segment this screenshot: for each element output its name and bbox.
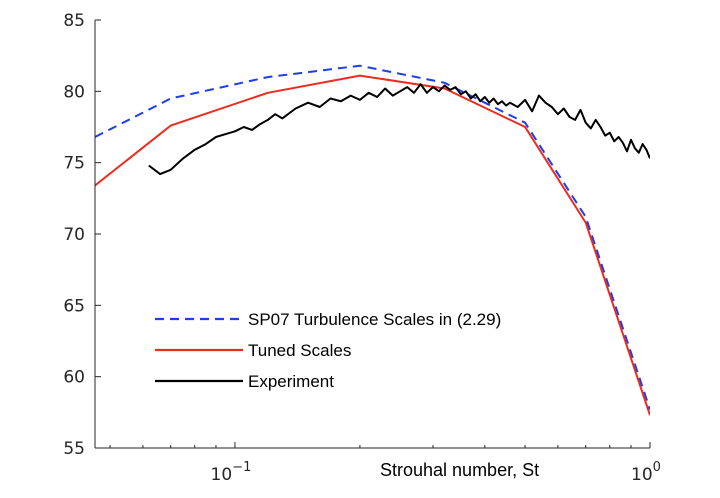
x-axis-label: Strouhal number, St [380, 460, 539, 480]
series-line-1 [95, 64, 650, 410]
legend: SP07 Turbulence Scales in (2.29) Tuned Sc… [155, 310, 501, 391]
y-tick-label: 55 [63, 439, 85, 459]
series-layer [95, 64, 650, 416]
y-tick-label: 75 [63, 154, 85, 174]
legend-label-1: SP07 Turbulence Scales in (2.29) [248, 310, 501, 329]
y-tick-label: 70 [63, 225, 85, 245]
y-tick-label: 60 [63, 368, 85, 388]
series-line-2 [95, 74, 650, 416]
series-line-3 [148, 83, 650, 176]
ticks: 55 60 65 70 75 80 85 10−1 100 [63, 11, 661, 485]
axes [94, 20, 650, 449]
x-tick-label: 100 [631, 460, 661, 485]
y-tick-label: 80 [63, 82, 85, 102]
legend-label-2: Tuned Scales [248, 341, 351, 360]
y-tick-label: 85 [63, 11, 85, 31]
legend-label-3: Experiment [248, 372, 334, 391]
x-tick-label: 10−1 [211, 460, 252, 485]
y-tick-label: 65 [63, 296, 85, 316]
